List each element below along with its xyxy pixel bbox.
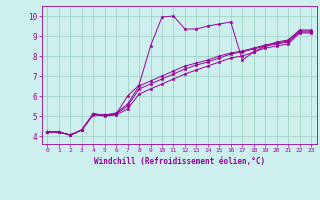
X-axis label: Windchill (Refroidissement éolien,°C): Windchill (Refroidissement éolien,°C) xyxy=(94,157,265,166)
